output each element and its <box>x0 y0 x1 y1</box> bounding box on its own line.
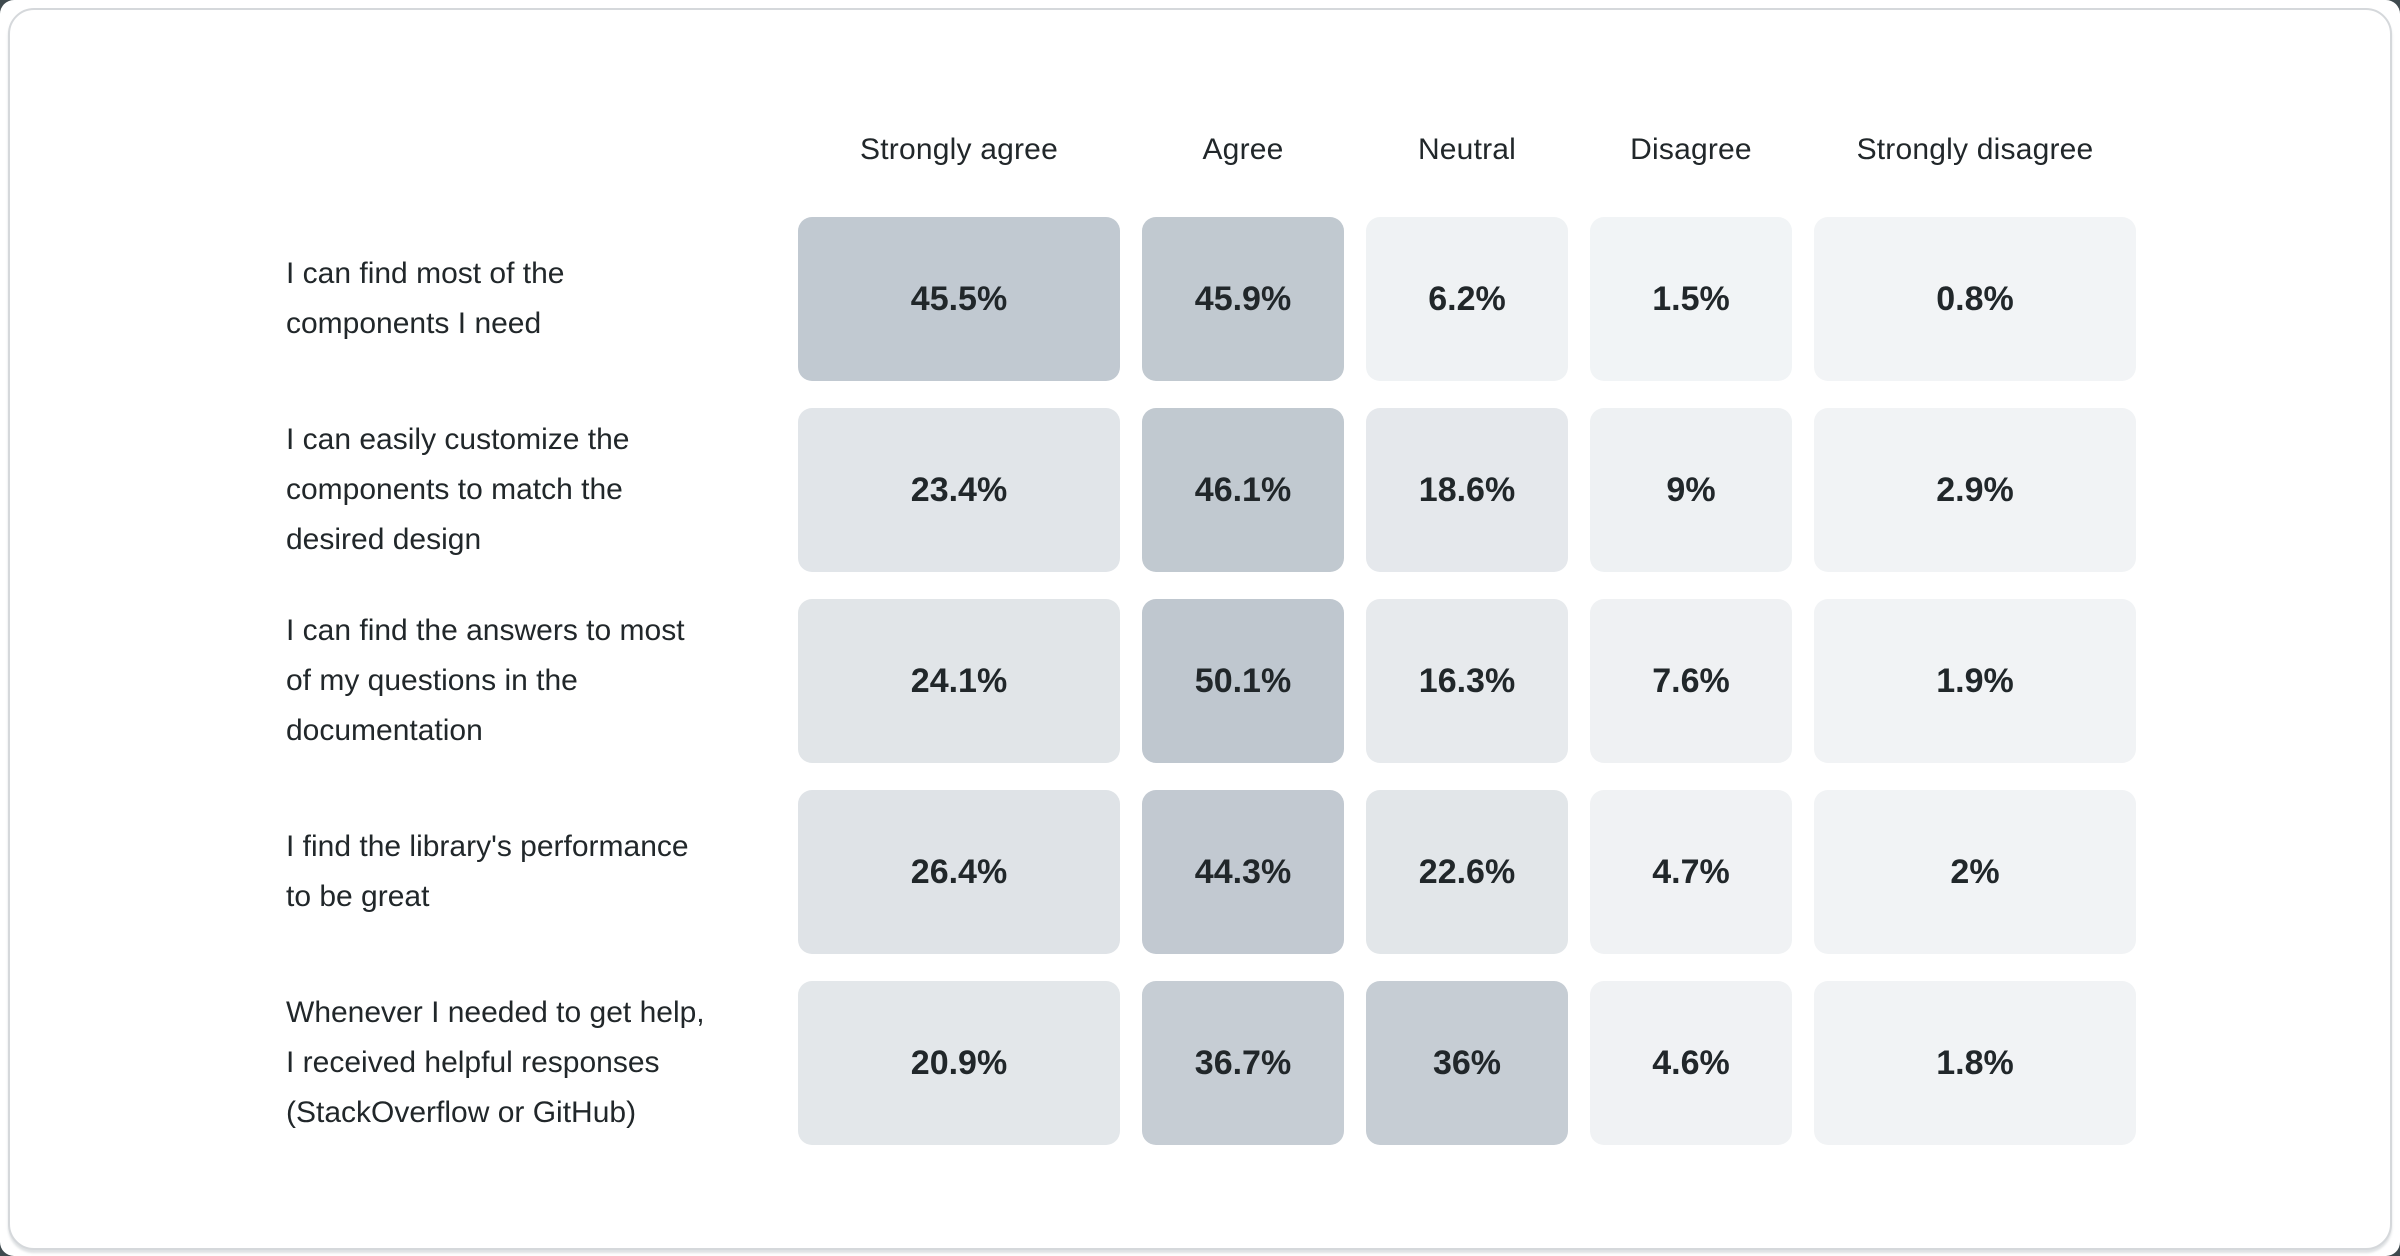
heatmap-cell: 2.9% <box>1814 408 2136 572</box>
heatmap-cell: 45.9% <box>1142 217 1344 381</box>
header-spacer <box>286 110 776 190</box>
heatmap-cell: 1.8% <box>1814 981 2136 1145</box>
heatmap-cell: 16.3% <box>1366 599 1568 763</box>
heatmap-cell: 36% <box>1366 981 1568 1145</box>
heatmap-cell: 50.1% <box>1142 599 1344 763</box>
row-label: I can find the answers to most of my que… <box>286 614 685 747</box>
heatmap-cell: 26.4% <box>798 790 1120 954</box>
heatmap-cell: 6.2% <box>1366 217 1568 381</box>
heatmap-cell: 0.8% <box>1814 217 2136 381</box>
heatmap-cell: 45.5% <box>798 217 1120 381</box>
heatmap-cell: 36.7% <box>1142 981 1344 1145</box>
heatmap-cell: 20.9% <box>798 981 1120 1145</box>
row-label: I can find most of the components I need <box>286 257 565 340</box>
heatmap-cell: 4.7% <box>1590 790 1792 954</box>
row-label: I find the library's performance to be g… <box>286 830 689 913</box>
likert-heatmap-table: Strongly agree Agree Neutral Disagree Strong… <box>286 110 2136 1145</box>
heatmap-cell: 7.6% <box>1590 599 1792 763</box>
heatmap-cell: 9% <box>1590 408 1792 572</box>
column-header-strongly-disagree: Strongly disagree <box>1856 133 2094 166</box>
row-label: I can easily customize the components to… <box>286 423 630 556</box>
heatmap-cell: 24.1% <box>798 599 1120 763</box>
heatmap-cell: 1.9% <box>1814 599 2136 763</box>
column-header-disagree: Disagree <box>1630 133 1752 166</box>
heatmap-cell: 1.5% <box>1590 217 1792 381</box>
column-header-neutral: Neutral <box>1417 133 1517 166</box>
heatmap-cell: 44.3% <box>1142 790 1344 954</box>
row-label: Whenever I needed to get help, I receive… <box>286 996 705 1129</box>
column-header-agree: Agree <box>1202 133 1284 166</box>
heatmap-cell: 46.1% <box>1142 408 1344 572</box>
heatmap-cell: 22.6% <box>1366 790 1568 954</box>
heatmap-cell: 18.6% <box>1366 408 1568 572</box>
heatmap-cell: 2% <box>1814 790 2136 954</box>
heatmap-cell: 23.4% <box>798 408 1120 572</box>
column-header-strongly-agree: Strongly agree <box>860 133 1058 166</box>
heatmap-cell: 4.6% <box>1590 981 1792 1145</box>
survey-results-card: Strongly agree Agree Neutral Disagree Strong… <box>8 8 2392 1250</box>
